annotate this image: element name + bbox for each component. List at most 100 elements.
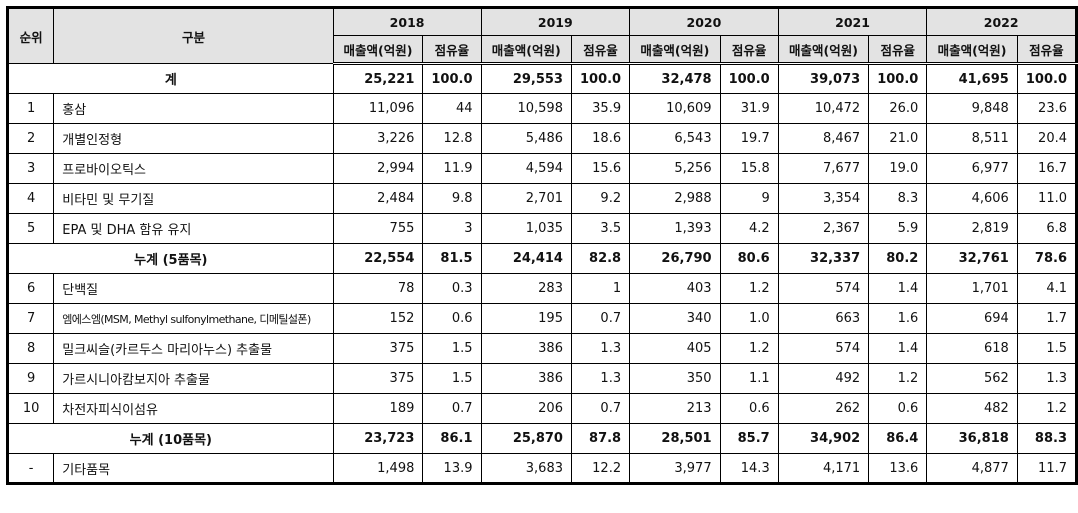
sales-cell: 189 [332, 393, 424, 424]
share-cell: 86.4 [868, 423, 928, 454]
table-row-subtotal: 누계 (10품목) 23,723 86.1 25,870 87.8 28,501 85.7 3… [7, 423, 1078, 454]
sales-cell: 25,221 [332, 63, 424, 94]
share-cell: 8.3 [868, 183, 928, 214]
share-cell: 9.2 [570, 183, 631, 214]
category-cell: 프로바이오틱스 [53, 153, 334, 184]
share-cell: 23.6 [1016, 93, 1078, 124]
sales-cell: 3,683 [480, 453, 572, 484]
share-cell: 1.2 [719, 273, 779, 304]
sales-cell: 574 [777, 273, 870, 304]
sales-cell: 492 [777, 363, 870, 394]
share-cell: 13.6 [868, 453, 928, 484]
sales-cell: 386 [480, 363, 572, 394]
sales-cell: 3,977 [629, 453, 721, 484]
sales-cell: 213 [629, 393, 721, 424]
share-cell: 16.7 [1016, 153, 1078, 184]
header-share: 점유율 [719, 35, 779, 65]
share-cell: 11.7 [1016, 453, 1078, 484]
sales-cell: 8,511 [926, 123, 1018, 154]
category-cell: 홍삼 [53, 93, 334, 124]
sales-cell: 1,498 [332, 453, 424, 484]
share-cell: 6.8 [1016, 213, 1078, 244]
sales-cell: 36,818 [926, 423, 1018, 454]
sales-cell: 34,902 [777, 423, 870, 454]
share-cell: 11.9 [422, 153, 482, 184]
sales-cell: 375 [332, 363, 424, 394]
sales-cell: 4,877 [926, 453, 1018, 484]
sales-cell: 2,367 [777, 213, 870, 244]
share-cell: 100.0 [1016, 63, 1078, 94]
sales-cell: 262 [777, 393, 870, 424]
sales-cell: 3,226 [332, 123, 424, 154]
sales-cell: 7,677 [777, 153, 870, 184]
sales-cell: 25,870 [480, 423, 572, 454]
sales-cell: 39,073 [777, 63, 870, 94]
sales-cell: 24,414 [480, 243, 572, 274]
sales-cell: 9,848 [926, 93, 1018, 124]
share-cell: 80.6 [719, 243, 779, 274]
share-cell: 19.0 [868, 153, 928, 184]
sales-cell: 283 [480, 273, 572, 304]
share-cell: 5.9 [868, 213, 928, 244]
table-row-subtotal: 누계 (5품목) 22,554 81.5 24,414 82.8 26,790 80.6 32… [7, 243, 1078, 274]
share-cell: 21.0 [868, 123, 928, 154]
category-cell: 개별인정형 [53, 123, 334, 154]
rank-cell: 8 [6, 333, 55, 364]
sales-cell: 26,790 [629, 243, 721, 274]
header-sales: 매출액(억원) [332, 35, 424, 65]
sales-cell: 78 [332, 273, 424, 304]
category-cell: 차전자피식이섬유 [53, 393, 334, 424]
share-cell: 1.5 [1016, 333, 1078, 364]
sales-cell: 32,337 [777, 243, 870, 274]
share-cell: 1.3 [1016, 363, 1078, 394]
share-cell: 9 [719, 183, 779, 214]
share-cell: 81.5 [422, 243, 482, 274]
header-year: 2021 [777, 7, 928, 36]
sales-cell: 152 [332, 303, 424, 334]
sales-cell: 2,701 [480, 183, 572, 214]
share-cell: 1.3 [570, 363, 631, 394]
share-cell: 87.8 [570, 423, 631, 454]
header-year: 2019 [480, 7, 631, 36]
sales-cell: 375 [332, 333, 424, 364]
sales-cell: 618 [926, 333, 1018, 364]
share-cell: 82.8 [570, 243, 631, 274]
share-cell: 0.6 [868, 393, 928, 424]
sales-cell: 4,606 [926, 183, 1018, 214]
share-cell: 0.6 [422, 303, 482, 334]
sales-cell: 41,695 [926, 63, 1018, 94]
share-cell: 3.5 [570, 213, 631, 244]
sales-cell: 10,609 [629, 93, 721, 124]
rank-cell: 4 [6, 183, 55, 214]
sales-cell: 5,486 [480, 123, 572, 154]
category-cell: 밀크씨슬(카르두스 마리아누스) 추출물 [53, 333, 334, 364]
sales-cell: 32,761 [926, 243, 1018, 274]
sales-cell: 1,701 [926, 273, 1018, 304]
header-year: 2022 [926, 7, 1077, 36]
share-cell: 85.7 [719, 423, 779, 454]
table-row: 4 비타민 및 무기질 2,484 9.8 2,701 9.2 2,988 9 3,354 8.3… [6, 183, 1078, 214]
sales-cell: 32,478 [629, 63, 721, 94]
share-cell: 26.0 [868, 93, 928, 124]
table-row: 1 홍삼 11,096 44 10,598 35.9 10,609 31.9 10,472 26.… [6, 93, 1078, 124]
category-cell: 비타민 및 무기질 [53, 183, 334, 214]
share-cell: 1.4 [868, 273, 928, 304]
table-row: 8 밀크씨슬(카르두스 마리아누스) 추출물 375 1.5 386 1.3 405 1.2 5… [6, 333, 1078, 364]
share-cell: 0.3 [422, 273, 482, 304]
rank-cell: 6 [6, 273, 55, 304]
table-row-subtotal: 계 25,221 100.0 29,553 100.0 32,478 100.0 39,073… [7, 63, 1078, 94]
subtotal-label: 계 [7, 63, 334, 94]
sales-cell: 574 [777, 333, 870, 364]
sales-cell: 8,467 [777, 123, 870, 154]
table-row: 10 차전자피식이섬유 189 0.7 206 0.7 213 0.6 262 0.6 482 1.2 [6, 393, 1078, 424]
sales-cell: 755 [332, 213, 424, 244]
share-cell: 19.7 [719, 123, 779, 154]
header-category: 구분 [53, 7, 334, 64]
share-cell: 14.3 [719, 453, 779, 484]
share-cell: 4.2 [719, 213, 779, 244]
category-cell: 단백질 [53, 273, 334, 304]
share-cell: 1.0 [719, 303, 779, 334]
share-cell: 15.6 [570, 153, 631, 184]
share-cell: 18.6 [570, 123, 631, 154]
category-cell: 가르시니아캄보지아 추출물 [53, 363, 334, 394]
